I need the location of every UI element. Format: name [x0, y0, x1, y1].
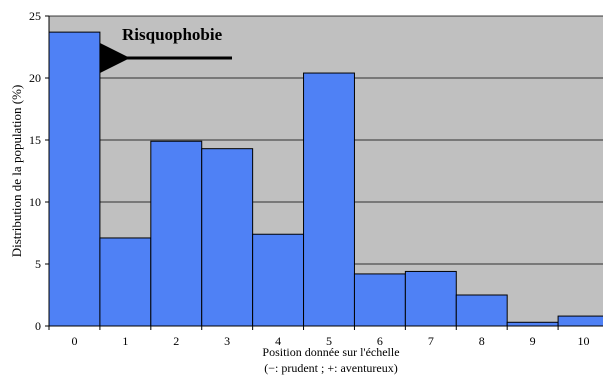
- bar-9: [506, 321, 559, 327]
- x-tick-label: 7: [428, 334, 434, 348]
- bar-5: [303, 72, 355, 327]
- x-tick-label: 4: [275, 334, 281, 348]
- x-tick-label: 1: [122, 334, 128, 348]
- bars: [48, 31, 603, 327]
- bar-6: [353, 273, 406, 327]
- x-tick-label: 8: [479, 334, 485, 348]
- bar-0: [48, 31, 101, 327]
- bar-4: [252, 233, 305, 327]
- y-tick-label: 15: [29, 133, 41, 147]
- x-tick-label: 9: [530, 334, 536, 348]
- y-axis-label: Distribution de la population (%): [9, 85, 24, 258]
- y-tick-label: 25: [29, 9, 41, 23]
- x-tick-label: 3: [224, 334, 230, 348]
- bar-2: [150, 140, 203, 327]
- bar-8: [455, 294, 508, 327]
- y-tick-label: 5: [35, 257, 41, 271]
- x-tick-label: 10: [578, 334, 590, 348]
- x-tick-label: 0: [71, 334, 77, 348]
- annotation-risquophobie: Risquophobie: [122, 25, 223, 44]
- y-tick-label: 20: [29, 71, 41, 85]
- bar-7: [404, 270, 457, 327]
- x-tick-labels: 0 1 2 3 4 5 6 7 8 9 10: [48, 326, 590, 348]
- bar-10: [557, 315, 603, 327]
- x-axis-label: Position donnée sur l'échelle: [262, 345, 399, 359]
- y-tick-label: 10: [29, 195, 41, 209]
- x-axis-sublabel: (−: prudent ; +: aventureux): [264, 361, 398, 375]
- y-tick-labels: 0 5 10 15 20 25: [29, 9, 49, 333]
- x-tick-label: 6: [377, 334, 383, 348]
- y-tick-label: 0: [35, 319, 41, 333]
- x-tick-label: 5: [326, 334, 332, 348]
- x-tick-label: 2: [173, 334, 179, 348]
- bar-1: [99, 237, 152, 327]
- bar-3: [201, 148, 254, 327]
